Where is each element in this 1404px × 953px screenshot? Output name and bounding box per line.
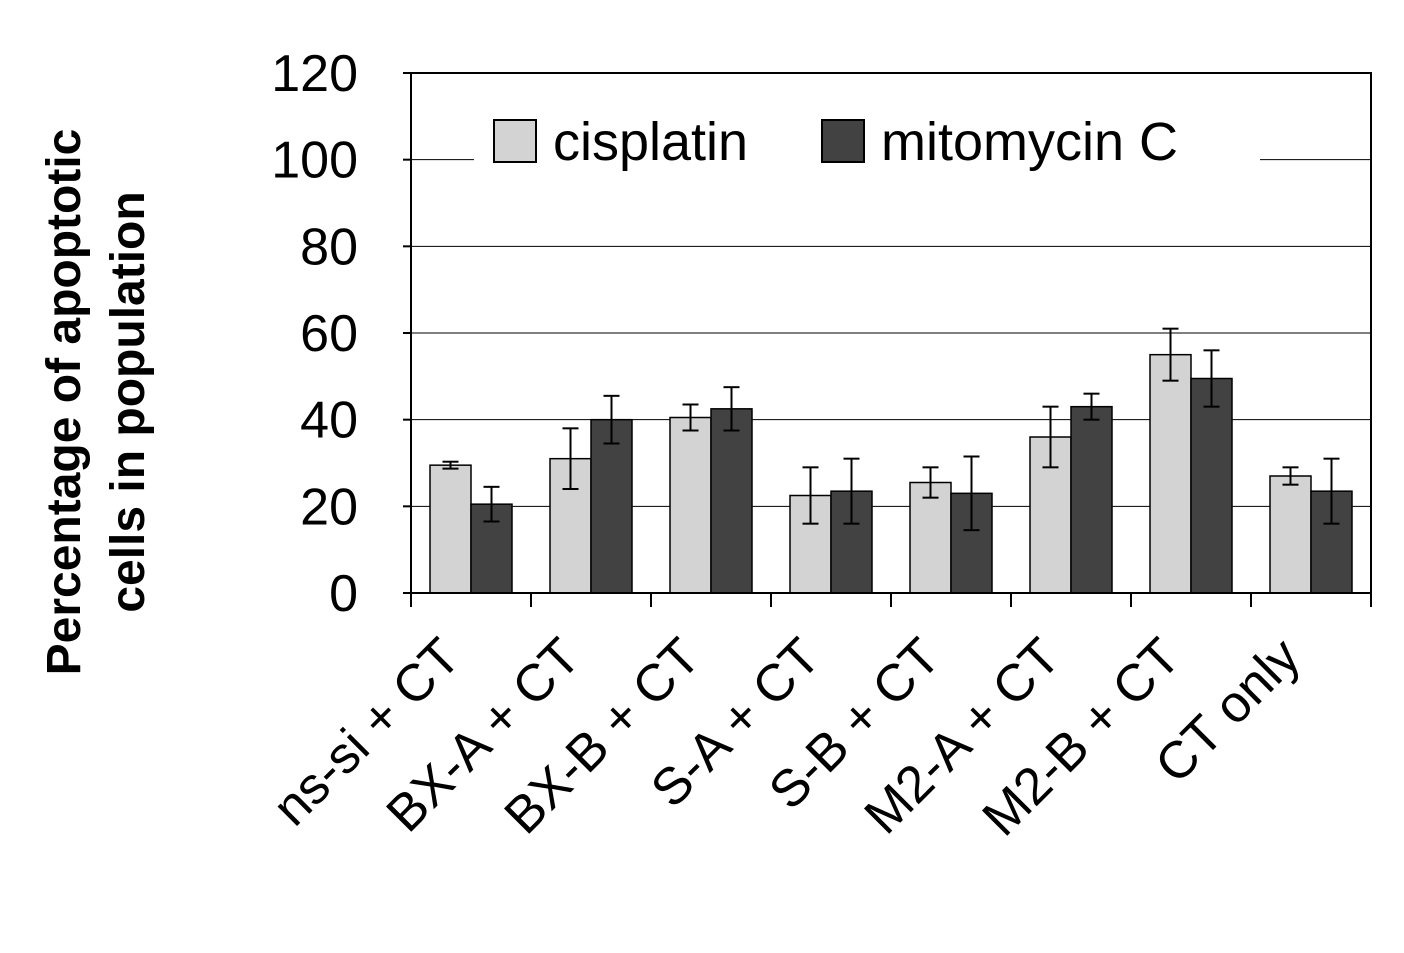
y-axis-label-line-2: cells in population (102, 191, 155, 612)
y-axis-label-line-1: Percentage of apoptotic (38, 129, 91, 676)
bar-mitomycin-c (590, 418, 633, 594)
legend-box (474, 104, 1260, 174)
y-tick-label: 120 (271, 45, 358, 103)
legend-label-cisplatin: cisplatin (553, 112, 748, 172)
y-tick-label: 0 (329, 565, 358, 623)
y-tick-label: 40 (300, 392, 358, 450)
y-tick-label: 100 (271, 132, 358, 190)
legend-swatch-mitomycin-c (821, 119, 865, 163)
bar-cisplatin (1149, 353, 1192, 594)
y-tick-label: 20 (300, 478, 358, 536)
y-tick-label: 60 (300, 305, 358, 363)
legend-swatch-cisplatin (493, 119, 537, 163)
y-tick-labels: 0 20 40 60 80 100 120 (271, 45, 358, 623)
bar-cisplatin (669, 416, 712, 594)
y-tick-label: 80 (300, 218, 358, 276)
bar-mitomycin-c (1070, 405, 1113, 594)
error-bars (442, 327, 1340, 532)
bar-mitomycin-c (1190, 377, 1233, 594)
axes (403, 72, 1372, 607)
bar-cisplatin (909, 481, 952, 594)
bars (429, 353, 1353, 594)
bar-cisplatin (429, 464, 472, 594)
y-axis-label: Percentage of apoptotic cells in populat… (38, 129, 155, 676)
legend-label-mitomycin-c: mitomycin C (881, 112, 1178, 172)
legend: cisplatin mitomycin C (474, 104, 1260, 174)
bar-mitomycin-c (710, 408, 753, 594)
bar-cisplatin (1269, 475, 1312, 594)
